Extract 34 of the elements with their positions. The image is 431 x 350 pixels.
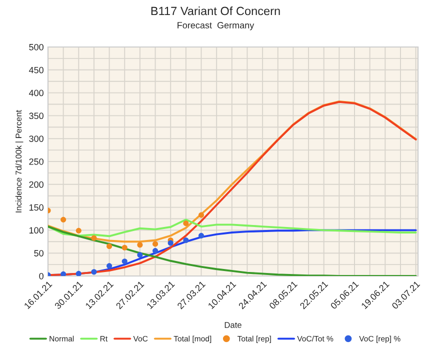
chart-subtitle: Forecast Germany: [178, 22, 254, 30]
y-tick-label: 500: [29, 44, 44, 50]
y-tick-label: 0: [39, 272, 44, 280]
y-tick-label: 400: [28, 90, 44, 96]
x-axis-title: Date: [224, 322, 242, 328]
y-tick-label: 100: [29, 227, 44, 234]
point: [152, 248, 158, 254]
y-tick-label: 150: [29, 204, 44, 211]
point: [91, 269, 97, 275]
point: [198, 212, 204, 218]
y-tick-label: 50: [34, 250, 44, 256]
point: [60, 216, 66, 222]
point: [91, 235, 97, 241]
point: [168, 240, 174, 246]
point: [106, 263, 112, 269]
y-tick-label: 300: [29, 136, 44, 142]
y-tick-label: 200: [29, 181, 44, 188]
point: [152, 241, 158, 247]
y-axis-title: Incidence 7d/100k | Percent: [15, 110, 24, 212]
point: [76, 270, 82, 276]
point: [122, 258, 128, 264]
point: [122, 244, 128, 250]
point: [198, 232, 204, 238]
y-tick-label: 250: [29, 158, 44, 165]
y-tick-label: 450: [28, 66, 44, 74]
point: [106, 243, 112, 250]
y-tick-label: 350: [29, 112, 44, 120]
point: [137, 252, 143, 258]
point: [183, 238, 189, 244]
point: [137, 242, 143, 248]
chart-title: B117 Variant Of Concern: [151, 6, 280, 16]
point: [60, 271, 66, 276]
point: [183, 220, 189, 226]
point: [76, 228, 82, 234]
